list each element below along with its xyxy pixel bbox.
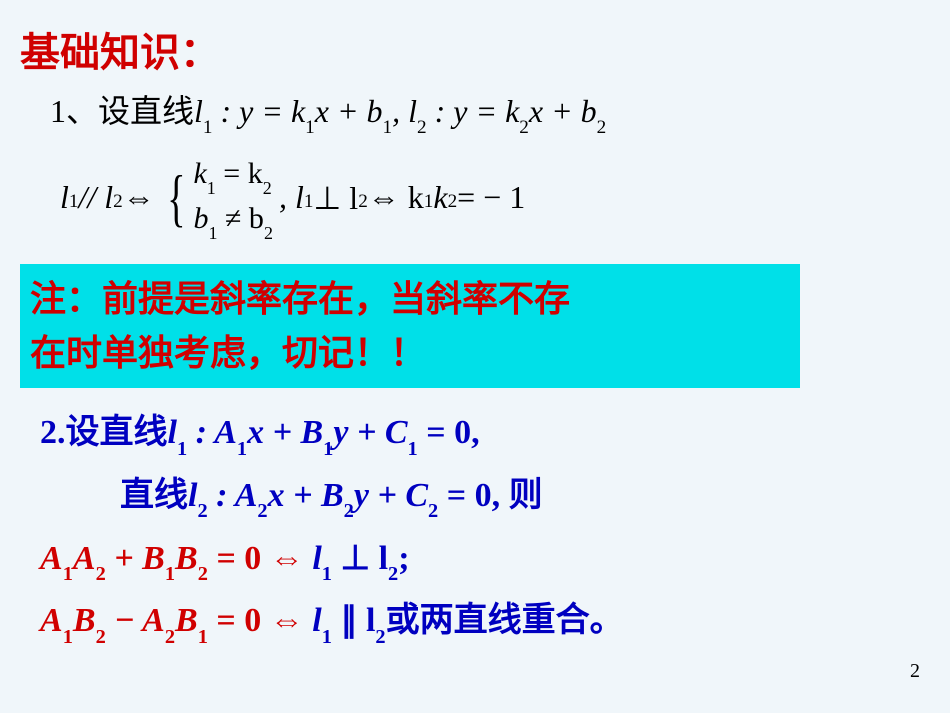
left-brace: { bbox=[167, 172, 185, 223]
eq: x + b bbox=[315, 93, 383, 129]
k2: k bbox=[433, 179, 447, 216]
op: // l bbox=[78, 179, 113, 216]
sub: 1 bbox=[203, 117, 213, 138]
sub: 1 bbox=[305, 117, 315, 138]
sub: 1 bbox=[304, 191, 314, 213]
slide-title: 基础知识： bbox=[20, 20, 920, 78]
eq: : y = k bbox=[427, 93, 520, 129]
sub: 2 bbox=[448, 191, 458, 213]
eq: : y = k bbox=[213, 93, 306, 129]
page-number: 2 bbox=[910, 660, 920, 683]
sub: 2 bbox=[519, 117, 529, 138]
brace-top: k1 = k2 bbox=[193, 153, 272, 197]
after: , l bbox=[279, 179, 304, 216]
definition-1: 1、设直线l1 : y = k1x + b1, l2 : y = k2x + b… bbox=[50, 86, 920, 135]
note-line1: 注：前提是斜率存在，当斜率不存 bbox=[30, 279, 570, 319]
sub: 1 bbox=[69, 191, 79, 213]
brace-bot: b1 ≠ b2 bbox=[193, 198, 272, 242]
note-emphasis: 切记！！ bbox=[282, 333, 426, 373]
var: l bbox=[60, 179, 69, 216]
perp-condition: A1A2 + B1B2 = 0 ⇔ l1 ⊥ l2; bbox=[40, 528, 920, 591]
def2-line1: 2.设直线l1 : A1x + B1y + C1 = 0, bbox=[40, 402, 920, 465]
parallel-perp-condition: l1 // l2 ⇔ { k1 = k2 b1 ≠ b2 , l1 ⊥ l2 ⇔… bbox=[60, 153, 920, 241]
sub: 1 bbox=[424, 191, 434, 213]
def2-line2: 直线l2 : A2x + B2y + C2 = 0, 则 bbox=[120, 465, 920, 528]
note-line2a: 在时单独考虑， bbox=[30, 333, 282, 373]
var-l1: l bbox=[194, 93, 203, 129]
sub: 2 bbox=[113, 191, 123, 213]
perp: ⊥ l bbox=[313, 179, 358, 217]
sub: 1 bbox=[383, 117, 393, 138]
sub: 2 bbox=[597, 117, 607, 138]
brace-system: { k1 = k2 b1 ≠ b2 bbox=[161, 153, 273, 241]
eq: , l bbox=[392, 93, 417, 129]
sub: 2 bbox=[417, 117, 427, 138]
parallel-condition: A1B2 − A2B1 = 0 ⇔ l1 ∥ l2或两直线重合。 bbox=[40, 590, 920, 653]
iff2: ⇔ k bbox=[368, 179, 424, 216]
eq: x + b bbox=[529, 93, 597, 129]
definition-2: 2.设直线l1 : A1x + B1y + C1 = 0, 直线l2 : A2x… bbox=[40, 402, 920, 654]
iff: ⇔ bbox=[123, 179, 155, 216]
end: = − 1 bbox=[457, 179, 525, 216]
slide-content: 基础知识： 1、设直线l1 : y = k1x + b1, l2 : y = k… bbox=[0, 0, 950, 713]
text: 1、设直线 bbox=[50, 93, 194, 129]
brace-lines: k1 = k2 b1 ≠ b2 bbox=[193, 153, 272, 241]
sub: 2 bbox=[358, 191, 368, 213]
note-box: 注：前提是斜率存在，当斜率不存 在时单独考虑，切记！！ bbox=[20, 264, 800, 388]
